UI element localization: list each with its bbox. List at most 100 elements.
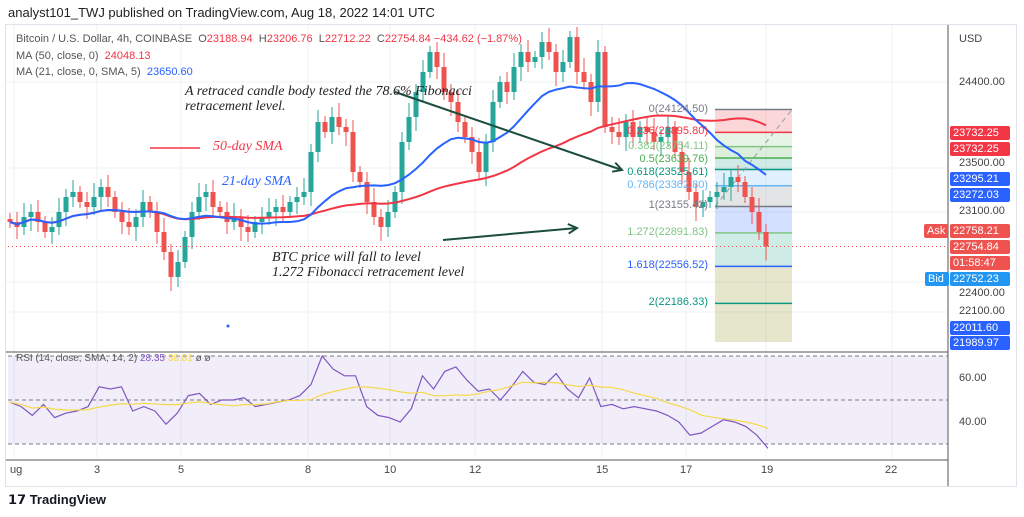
candle-body (308, 152, 314, 192)
candle-body (525, 52, 531, 62)
candle-body (714, 192, 720, 197)
candle-body (504, 82, 510, 92)
candle-body (455, 102, 461, 122)
candle-body (154, 212, 160, 232)
annotation-retrace: A retraced candle body tested the 78.6% … (185, 84, 472, 114)
date-tick: 19 (761, 464, 774, 476)
arrow-icon (442, 227, 578, 241)
date-tick: 12 (469, 464, 482, 476)
rsi-ma-value: 38.81 (167, 353, 193, 364)
candle-body (98, 187, 104, 197)
candle-body (756, 212, 762, 232)
price-badge: 21989.97 (950, 336, 1010, 350)
candle-body (168, 252, 174, 277)
candle-body (441, 67, 447, 92)
candle-body (126, 222, 132, 227)
candle-body (203, 192, 209, 197)
date-tick: 15 (596, 464, 609, 476)
close-value: 22754.84 (384, 33, 431, 45)
candle-body (539, 42, 545, 57)
high-value: 23206.76 (266, 33, 313, 45)
fib-level-label: 0.618(23525.61) (627, 165, 708, 178)
candle-body (644, 127, 650, 132)
date-tick: 22 (885, 464, 898, 476)
candle-body (469, 137, 475, 152)
low-label: L (318, 33, 325, 45)
candle-body (385, 212, 391, 227)
price-tick: 24400.00 (959, 76, 1005, 88)
candle-body (357, 172, 363, 182)
candle-body (707, 197, 713, 202)
candle-body (280, 207, 286, 212)
fib-level-label: 0.5(23639.76) (639, 152, 709, 165)
candle-body (637, 127, 643, 137)
fib-zone (715, 185, 792, 207)
price-badge: 23732.25 (950, 142, 1010, 156)
price-badge: 01:58:47 (950, 256, 1010, 270)
fib-zone (715, 303, 792, 342)
fib-level-label: 1.618(22556.52) (627, 259, 708, 272)
candle-body (735, 177, 741, 182)
ma21-value: 23650.60 (146, 66, 193, 78)
high-label: H (258, 33, 267, 45)
candle-body (140, 202, 146, 217)
candle-body (497, 82, 503, 102)
price-badge: 22754.84 (950, 240, 1010, 254)
tradingview-logo[interactable]: 𝟭𝟳 TradingView (8, 492, 106, 508)
fib-level-label: 2(22186.33) (648, 296, 708, 309)
ma21-legend[interactable]: MA (21, close, 0, SMA, 5) 23650.60 (16, 66, 193, 78)
candle-body (42, 222, 48, 232)
price-tick: 22100.00 (959, 305, 1005, 317)
candle-body (490, 102, 496, 142)
price-badge: 22752.23 (950, 272, 1010, 286)
fib-level-label: 1.272(22891.83) (627, 225, 708, 238)
fib-trend-line (714, 109, 793, 207)
date-tick: 5 (178, 464, 185, 476)
candle-body (700, 202, 706, 207)
candle-body (630, 122, 636, 137)
candle-body (763, 232, 769, 247)
fib-zone (715, 169, 792, 186)
arrow-head-icon (567, 223, 580, 235)
fib-level-label: 1(23155.42) (648, 199, 708, 212)
dot-marker (226, 324, 230, 328)
candle-body (91, 197, 97, 207)
chart-frame[interactable] (5, 24, 1017, 487)
candle-body (273, 207, 279, 212)
candle-body (364, 182, 370, 202)
candle-body (651, 132, 657, 142)
candle-body (742, 182, 748, 197)
candle-body (315, 122, 321, 152)
fib-zone (715, 266, 792, 304)
bid-label: Bid (925, 272, 949, 286)
candle-body (56, 212, 62, 227)
brand-name: TradingView (29, 492, 107, 507)
close-label: C (376, 33, 385, 45)
rsi-extra: ø ø (195, 353, 211, 364)
candle-body (329, 117, 335, 132)
price-badge: 23272.03 (950, 188, 1010, 202)
rsi-tick: 40.00 (959, 416, 987, 428)
annotation-50-sma: 50-day SMA (213, 139, 283, 154)
rsi-legend[interactable]: RSI (14, close, SMA, 14, 2) 28.35 38.81 … (16, 353, 211, 364)
candle-body (84, 202, 90, 207)
candle-body (161, 232, 167, 252)
candle-body (105, 187, 111, 197)
date-tick: ug (10, 464, 23, 476)
rsi-tick: 60.00 (959, 372, 987, 384)
candle-body (567, 37, 573, 62)
candle-body (616, 132, 622, 137)
price-tick: 23500.00 (959, 157, 1005, 169)
candle-body (658, 137, 664, 142)
candle-body (378, 217, 384, 227)
candle-body (182, 237, 188, 262)
candle-body (560, 62, 566, 72)
candle-body (518, 52, 524, 67)
ma50-legend[interactable]: MA (50, close, 0) 24048.13 (16, 50, 151, 62)
price-badge: 22758.21 (950, 224, 1010, 238)
candle-body (350, 132, 356, 172)
candle-body (147, 202, 153, 212)
price-tick: 23100.00 (959, 205, 1005, 217)
symbol-legend: Bitcoin / U.S. Dollar, 4h, COINBASE O231… (16, 33, 522, 45)
